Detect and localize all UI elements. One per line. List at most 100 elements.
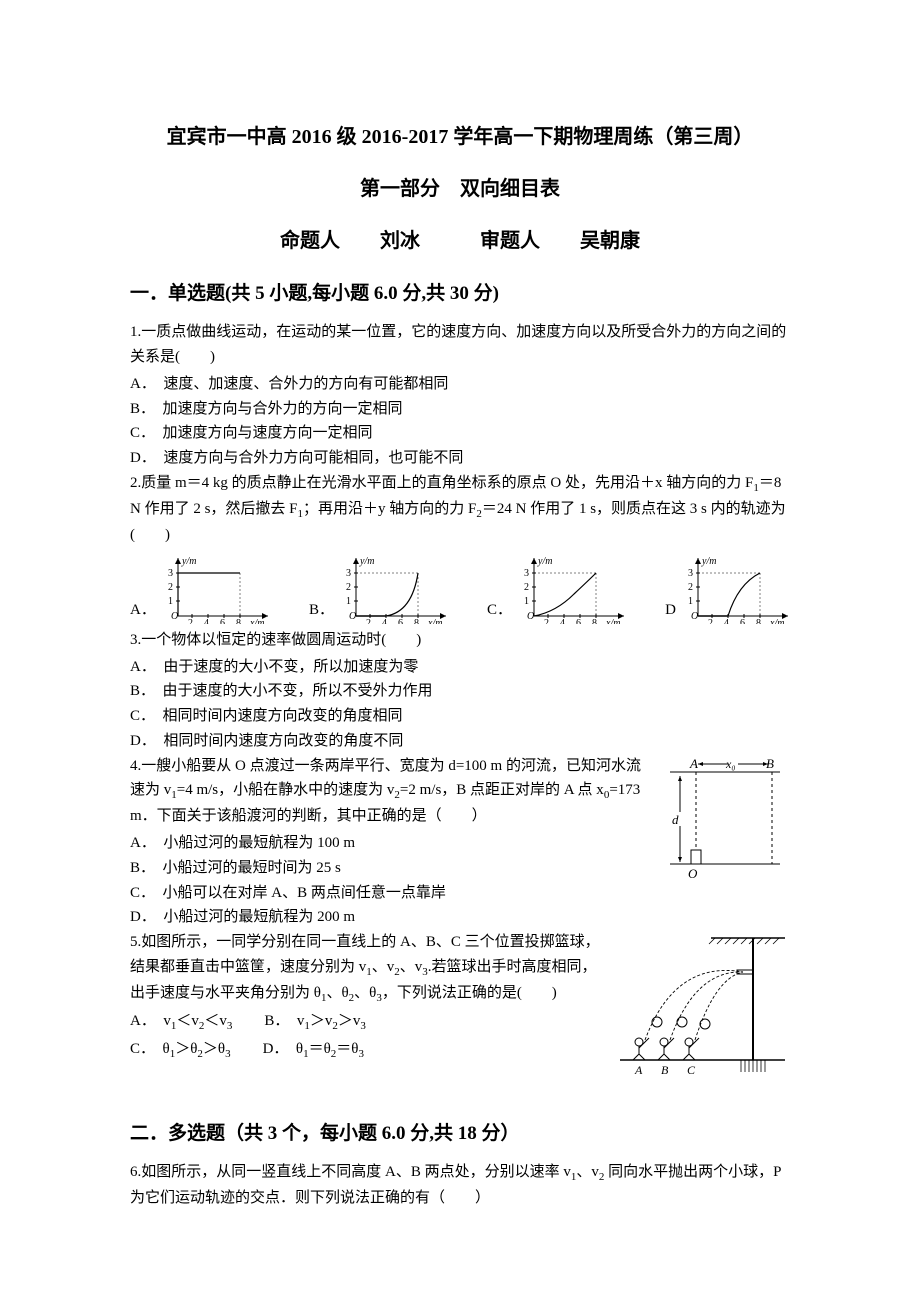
svg-text:2: 2 <box>366 618 371 624</box>
page-title: 宜宾市一中高 2016 级 2016-2017 学年高一下期物理周练（第三周） <box>130 120 790 154</box>
q1-text: 1.一质点做曲线运动，在运动的某一位置，它的速度方向、加速度方向以及所受合外力的… <box>130 320 790 370</box>
svg-text:O: O <box>527 611 534 622</box>
svg-text:2: 2 <box>524 582 529 593</box>
q5-text-b: 、v <box>372 959 395 975</box>
q5-figure: A B C <box>615 930 790 1090</box>
q5-b-pre: B． v <box>264 1013 304 1029</box>
svg-text:2: 2 <box>544 618 549 624</box>
q5-a-m2: ＜v <box>204 1013 227 1029</box>
q5-c-pre: C． θ <box>130 1041 170 1057</box>
q3-opt-d: D． 相同时间内速度方向改变的角度不同 <box>130 729 790 754</box>
q6-text: 6.如图所示，从同一竖直线上不同高度 A、B 两点处，分别以速率 v1、v2 同… <box>130 1160 790 1211</box>
q5-text-c: 、v <box>400 959 423 975</box>
svg-text:4: 4 <box>382 618 387 624</box>
q5-opt-d: D． θ1＝θ2＝θ3 <box>263 1037 364 1063</box>
section-1-header: 一．单选题(共 5 小题,每小题 6.0 分,共 30 分) <box>130 278 790 310</box>
q5-fig-c: C <box>687 1063 696 1077</box>
q5-text-g: ，下列说法正确的是( ) <box>382 985 557 1001</box>
svg-text:O: O <box>691 611 698 622</box>
q6-text-b: 、v <box>576 1164 599 1180</box>
svg-text:2: 2 <box>688 582 693 593</box>
svg-text:y/m: y/m <box>181 556 196 567</box>
q5-d-m2: ＝θ <box>336 1041 358 1057</box>
svg-text:4: 4 <box>204 618 209 624</box>
q5-opt-b: B． v1＞v2＞v3 <box>264 1009 366 1035</box>
svg-text:2: 2 <box>708 618 713 624</box>
q2-label-b: B． <box>309 598 334 624</box>
q4-fig-x0: x₀ <box>725 757 736 771</box>
svg-text:x/m: x/m <box>249 618 264 624</box>
svg-text:3: 3 <box>346 568 351 579</box>
q5-opt-c: C． θ1＞θ2＞θ3 <box>130 1037 231 1063</box>
q4-fig-d: d <box>672 812 679 827</box>
q4-fig-o: O <box>688 866 698 881</box>
svg-text:1: 1 <box>346 596 351 607</box>
q5-c-m2: ＞θ <box>203 1041 225 1057</box>
q5-fig-b: B <box>661 1063 669 1077</box>
q5-c-m1: ＞θ <box>175 1041 197 1057</box>
q2-text-mid2: ；再用沿＋y 轴方向的力 F <box>303 501 476 517</box>
svg-text:6: 6 <box>576 618 581 624</box>
q4-fig-a: A <box>689 756 698 771</box>
q1-opt-b: B． 加速度方向与合外力的方向一定相同 <box>130 397 790 422</box>
page-subtitle: 第一部分 双向细目表 <box>130 172 790 206</box>
svg-text:6: 6 <box>740 618 745 624</box>
q5-a-m1: ＜v <box>176 1013 199 1029</box>
svg-text:2: 2 <box>188 618 193 624</box>
svg-text:x/m: x/m <box>427 618 442 624</box>
q3-text: 3.一个物体以恒定的速率做圆周运动时( ) <box>130 628 790 653</box>
svg-text:6: 6 <box>398 618 403 624</box>
svg-text:x/m: x/m <box>605 618 620 624</box>
q1-opt-d: D． 速度方向与合外力方向可能相同，也可能不同 <box>130 446 790 471</box>
svg-text:8: 8 <box>756 618 761 624</box>
q2-graph-b: y/m x/m O 1 2 3 2 4 6 8 <box>338 554 448 624</box>
svg-text:4: 4 <box>560 618 565 624</box>
authors: 命题人 刘冰 审题人 吴朝康 <box>130 224 790 258</box>
svg-text:O: O <box>349 611 356 622</box>
q4-figure: A B x₀ d O <box>660 754 790 894</box>
q2-graphs: A． y/m x/m O 1 2 3 2 4 6 8 <box>130 554 790 624</box>
svg-text:3: 3 <box>168 568 173 579</box>
q5-fig-a: A <box>634 1063 643 1077</box>
q5-a-pre: A． v <box>130 1013 171 1029</box>
svg-text:y/m: y/m <box>537 556 552 567</box>
q5-b-m1: ＞v <box>310 1013 333 1029</box>
q3-opt-a: A． 由于速度的大小不变，所以加速度为零 <box>130 655 790 680</box>
q2-label-c: C． <box>487 598 512 624</box>
svg-text:8: 8 <box>592 618 597 624</box>
q5-text-e: 、θ <box>326 985 348 1001</box>
svg-text:4: 4 <box>724 618 729 624</box>
q4-text-c: =2 m/s，B 点距正对岸的 A 点 x <box>400 782 604 798</box>
svg-text:3: 3 <box>524 568 529 579</box>
section-2-header: 二．多选题（共 3 个，每小题 6.0 分,共 18 分） <box>130 1118 790 1150</box>
q2-graph-a: y/m x/m O 1 2 3 2 4 6 8 <box>160 554 270 624</box>
q4-text-b: =4 m/s，小船在静水中的速度为 v <box>177 782 395 798</box>
svg-text:6: 6 <box>220 618 225 624</box>
q3-opt-c: C． 相同时间内速度方向改变的角度相同 <box>130 704 790 729</box>
q2-graph-c: y/m x/m O 1 2 3 2 4 6 8 <box>516 554 626 624</box>
q5-d-pre: D． θ <box>263 1041 304 1057</box>
svg-text:2: 2 <box>346 582 351 593</box>
svg-text:8: 8 <box>236 618 241 624</box>
q5-opt-a: A． v1＜v2＜v3 <box>130 1009 232 1035</box>
q6-text-a: 6.如图所示，从同一竖直线上不同高度 A、B 两点处，分别以速率 v <box>130 1164 571 1180</box>
q5-b-m2: ＞v <box>338 1013 361 1029</box>
q2-text-pre: 2.质量 m＝4 kg 的质点静止在光滑水平面上的直角坐标系的原点 O 处，先用… <box>130 475 753 491</box>
svg-text:1: 1 <box>524 596 529 607</box>
svg-text:O: O <box>171 611 178 622</box>
q1-opt-c: C． 加速度方向与速度方向一定相同 <box>130 421 790 446</box>
q2-label-d: D <box>665 598 676 624</box>
svg-text:y/m: y/m <box>359 556 374 567</box>
q3-opt-b: B． 由于速度的大小不变，所以不受外力作用 <box>130 679 790 704</box>
svg-text:x/m: x/m <box>769 618 784 624</box>
q5-text-f: 、θ <box>354 985 376 1001</box>
svg-text:1: 1 <box>168 596 173 607</box>
svg-text:3: 3 <box>688 568 693 579</box>
svg-text:2: 2 <box>168 582 173 593</box>
svg-text:y/m: y/m <box>701 556 716 567</box>
q5-d-m1: ＝θ <box>309 1041 331 1057</box>
q2-graph-d: y/m x/m O 1 2 3 2 4 6 8 <box>680 554 790 624</box>
svg-text:8: 8 <box>414 618 419 624</box>
q1-opt-a: A． 速度、加速度、合外力的方向有可能都相同 <box>130 372 790 397</box>
q2-label-a: A． <box>130 598 156 624</box>
